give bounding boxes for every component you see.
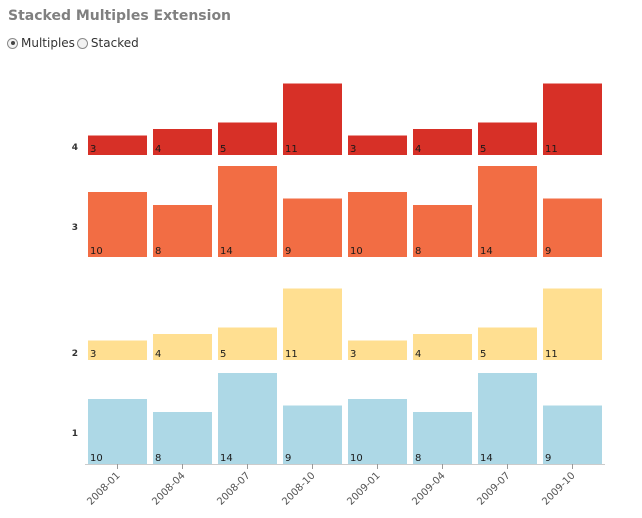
bar-2-2009-01[interactable] [348, 340, 407, 361]
x-tick-label-2009-01: 2009-01 [345, 470, 382, 507]
data-label-4-2009-04: 4 [415, 144, 421, 155]
data-label-4-2009-10: 11 [545, 144, 558, 155]
data-label-2-2009-10: 11 [545, 349, 558, 360]
data-label-2-2008-07: 5 [220, 349, 226, 360]
bar-2-2008-10[interactable] [283, 288, 342, 361]
data-label-4-2009-01: 3 [350, 144, 356, 155]
bar-4-2008-04[interactable] [153, 129, 212, 155]
data-label-2-2009-01: 3 [350, 349, 356, 360]
stacked-radio-circle[interactable] [76, 37, 88, 49]
bar-2-2009-10[interactable] [543, 288, 602, 361]
panel-label-3: 3 [72, 223, 78, 233]
data-label-2-2009-04: 4 [415, 349, 421, 360]
bar-1-2008-07[interactable] [218, 373, 277, 464]
bar-2-2008-07[interactable] [218, 327, 277, 361]
data-label-1-2008-10: 9 [285, 453, 291, 464]
data-label-4-2008-04: 4 [155, 144, 161, 155]
data-label-3-2009-10: 9 [545, 246, 551, 257]
bar-2-2009-04[interactable] [413, 334, 472, 360]
bar-2-2009-07[interactable] [478, 327, 537, 361]
chart-title: Stacked Multiples Extension [8, 8, 232, 24]
data-label-2-2008-10: 11 [285, 349, 298, 360]
bar-3-2008-07[interactable] [218, 166, 277, 257]
bar-3-2009-01[interactable] [348, 192, 407, 257]
data-label-3-2009-01: 10 [350, 246, 363, 257]
bar-4-2009-10[interactable] [543, 83, 602, 156]
bar-1-2009-04[interactable] [413, 412, 472, 464]
bar-4-2008-01[interactable] [88, 135, 147, 156]
layout-radio-group: Multiples Stacked [7, 34, 141, 52]
bar-4-2009-07[interactable] [478, 122, 537, 156]
x-tick-label-2008-10: 2008-10 [280, 470, 317, 507]
data-label-3-2008-10: 9 [285, 246, 291, 257]
bar-1-2009-10[interactable] [543, 405, 602, 465]
bar-4-2008-10[interactable] [283, 83, 342, 156]
x-tick-label-2008-01: 2008-01 [85, 470, 122, 507]
bar-1-2008-10[interactable] [283, 405, 342, 465]
multiples-radio-label: Multiples [21, 36, 75, 50]
bar-4-2009-04[interactable] [413, 129, 472, 155]
x-tick-label-2009-04: 2009-04 [410, 470, 447, 507]
bar-2-2008-01[interactable] [88, 340, 147, 361]
panel-label-4: 4 [72, 143, 78, 153]
bar-1-2009-01[interactable] [348, 399, 407, 464]
x-tick-label-2009-10: 2009-10 [540, 470, 577, 507]
bar-4-2009-01[interactable] [348, 135, 407, 156]
bar-2-2008-04[interactable] [153, 334, 212, 360]
data-label-1-2009-01: 10 [350, 453, 363, 464]
data-label-1-2009-04: 8 [415, 453, 421, 464]
data-label-3-2009-07: 14 [480, 246, 493, 257]
bar-3-2009-04[interactable] [413, 205, 472, 257]
bar-1-2008-04[interactable] [153, 412, 212, 464]
data-label-3-2008-04: 8 [155, 246, 161, 257]
data-label-3-2008-01: 10 [90, 246, 103, 257]
bar-1-2008-01[interactable] [88, 399, 147, 464]
bar-3-2009-07[interactable] [478, 166, 537, 257]
panel-label-1: 1 [72, 429, 78, 439]
data-label-4-2008-10: 11 [285, 144, 298, 155]
x-tick-label-2008-04: 2008-04 [150, 470, 187, 507]
data-label-1-2009-07: 14 [480, 453, 493, 464]
data-label-1-2008-07: 14 [220, 453, 233, 464]
bar-4-2008-07[interactable] [218, 122, 277, 156]
x-tick-label-2009-07: 2009-07 [475, 470, 512, 507]
data-label-3-2008-07: 14 [220, 246, 233, 257]
bar-3-2008-10[interactable] [283, 198, 342, 258]
multiples-radio[interactable]: Multiples [7, 36, 75, 50]
data-label-2-2008-04: 4 [155, 349, 161, 360]
data-label-2-2009-07: 5 [480, 349, 486, 360]
stacked-radio-label: Stacked [90, 36, 139, 50]
data-label-3-2009-04: 8 [415, 246, 421, 257]
data-label-1-2008-01: 10 [90, 453, 103, 464]
bar-3-2009-10[interactable] [543, 198, 602, 258]
stacked-radio[interactable]: Stacked [76, 36, 139, 50]
panel-label-2: 2 [72, 349, 78, 359]
data-label-4-2008-01: 3 [90, 144, 96, 155]
data-label-4-2008-07: 5 [220, 144, 226, 155]
data-label-1-2008-04: 8 [155, 453, 161, 464]
data-label-2-2008-01: 3 [90, 349, 96, 360]
bar-3-2008-01[interactable] [88, 192, 147, 257]
multiples-radio-circle[interactable] [7, 37, 18, 49]
data-label-4-2009-07: 5 [480, 144, 486, 155]
bar-1-2009-07[interactable] [478, 373, 537, 464]
data-label-1-2009-10: 9 [545, 453, 551, 464]
x-tick-label-2008-07: 2008-07 [215, 470, 252, 507]
bar-3-2008-04[interactable] [153, 205, 212, 257]
